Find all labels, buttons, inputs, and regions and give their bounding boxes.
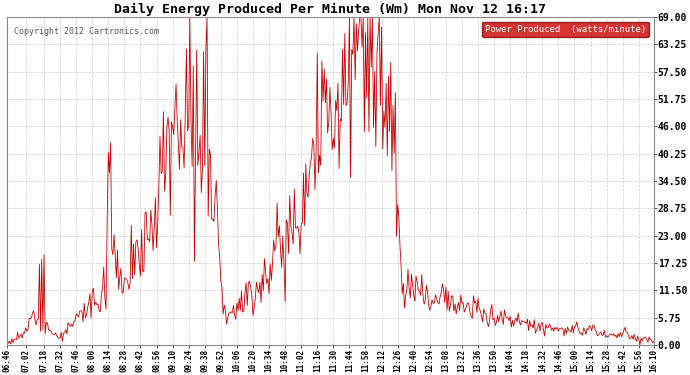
Title: Daily Energy Produced Per Minute (Wm) Mon Nov 12 16:17: Daily Energy Produced Per Minute (Wm) Mo… [115, 3, 546, 16]
Legend: Power Produced  (watts/minute): Power Produced (watts/minute) [482, 21, 649, 37]
Text: Copyright 2012 Cartronics.com: Copyright 2012 Cartronics.com [14, 27, 159, 36]
